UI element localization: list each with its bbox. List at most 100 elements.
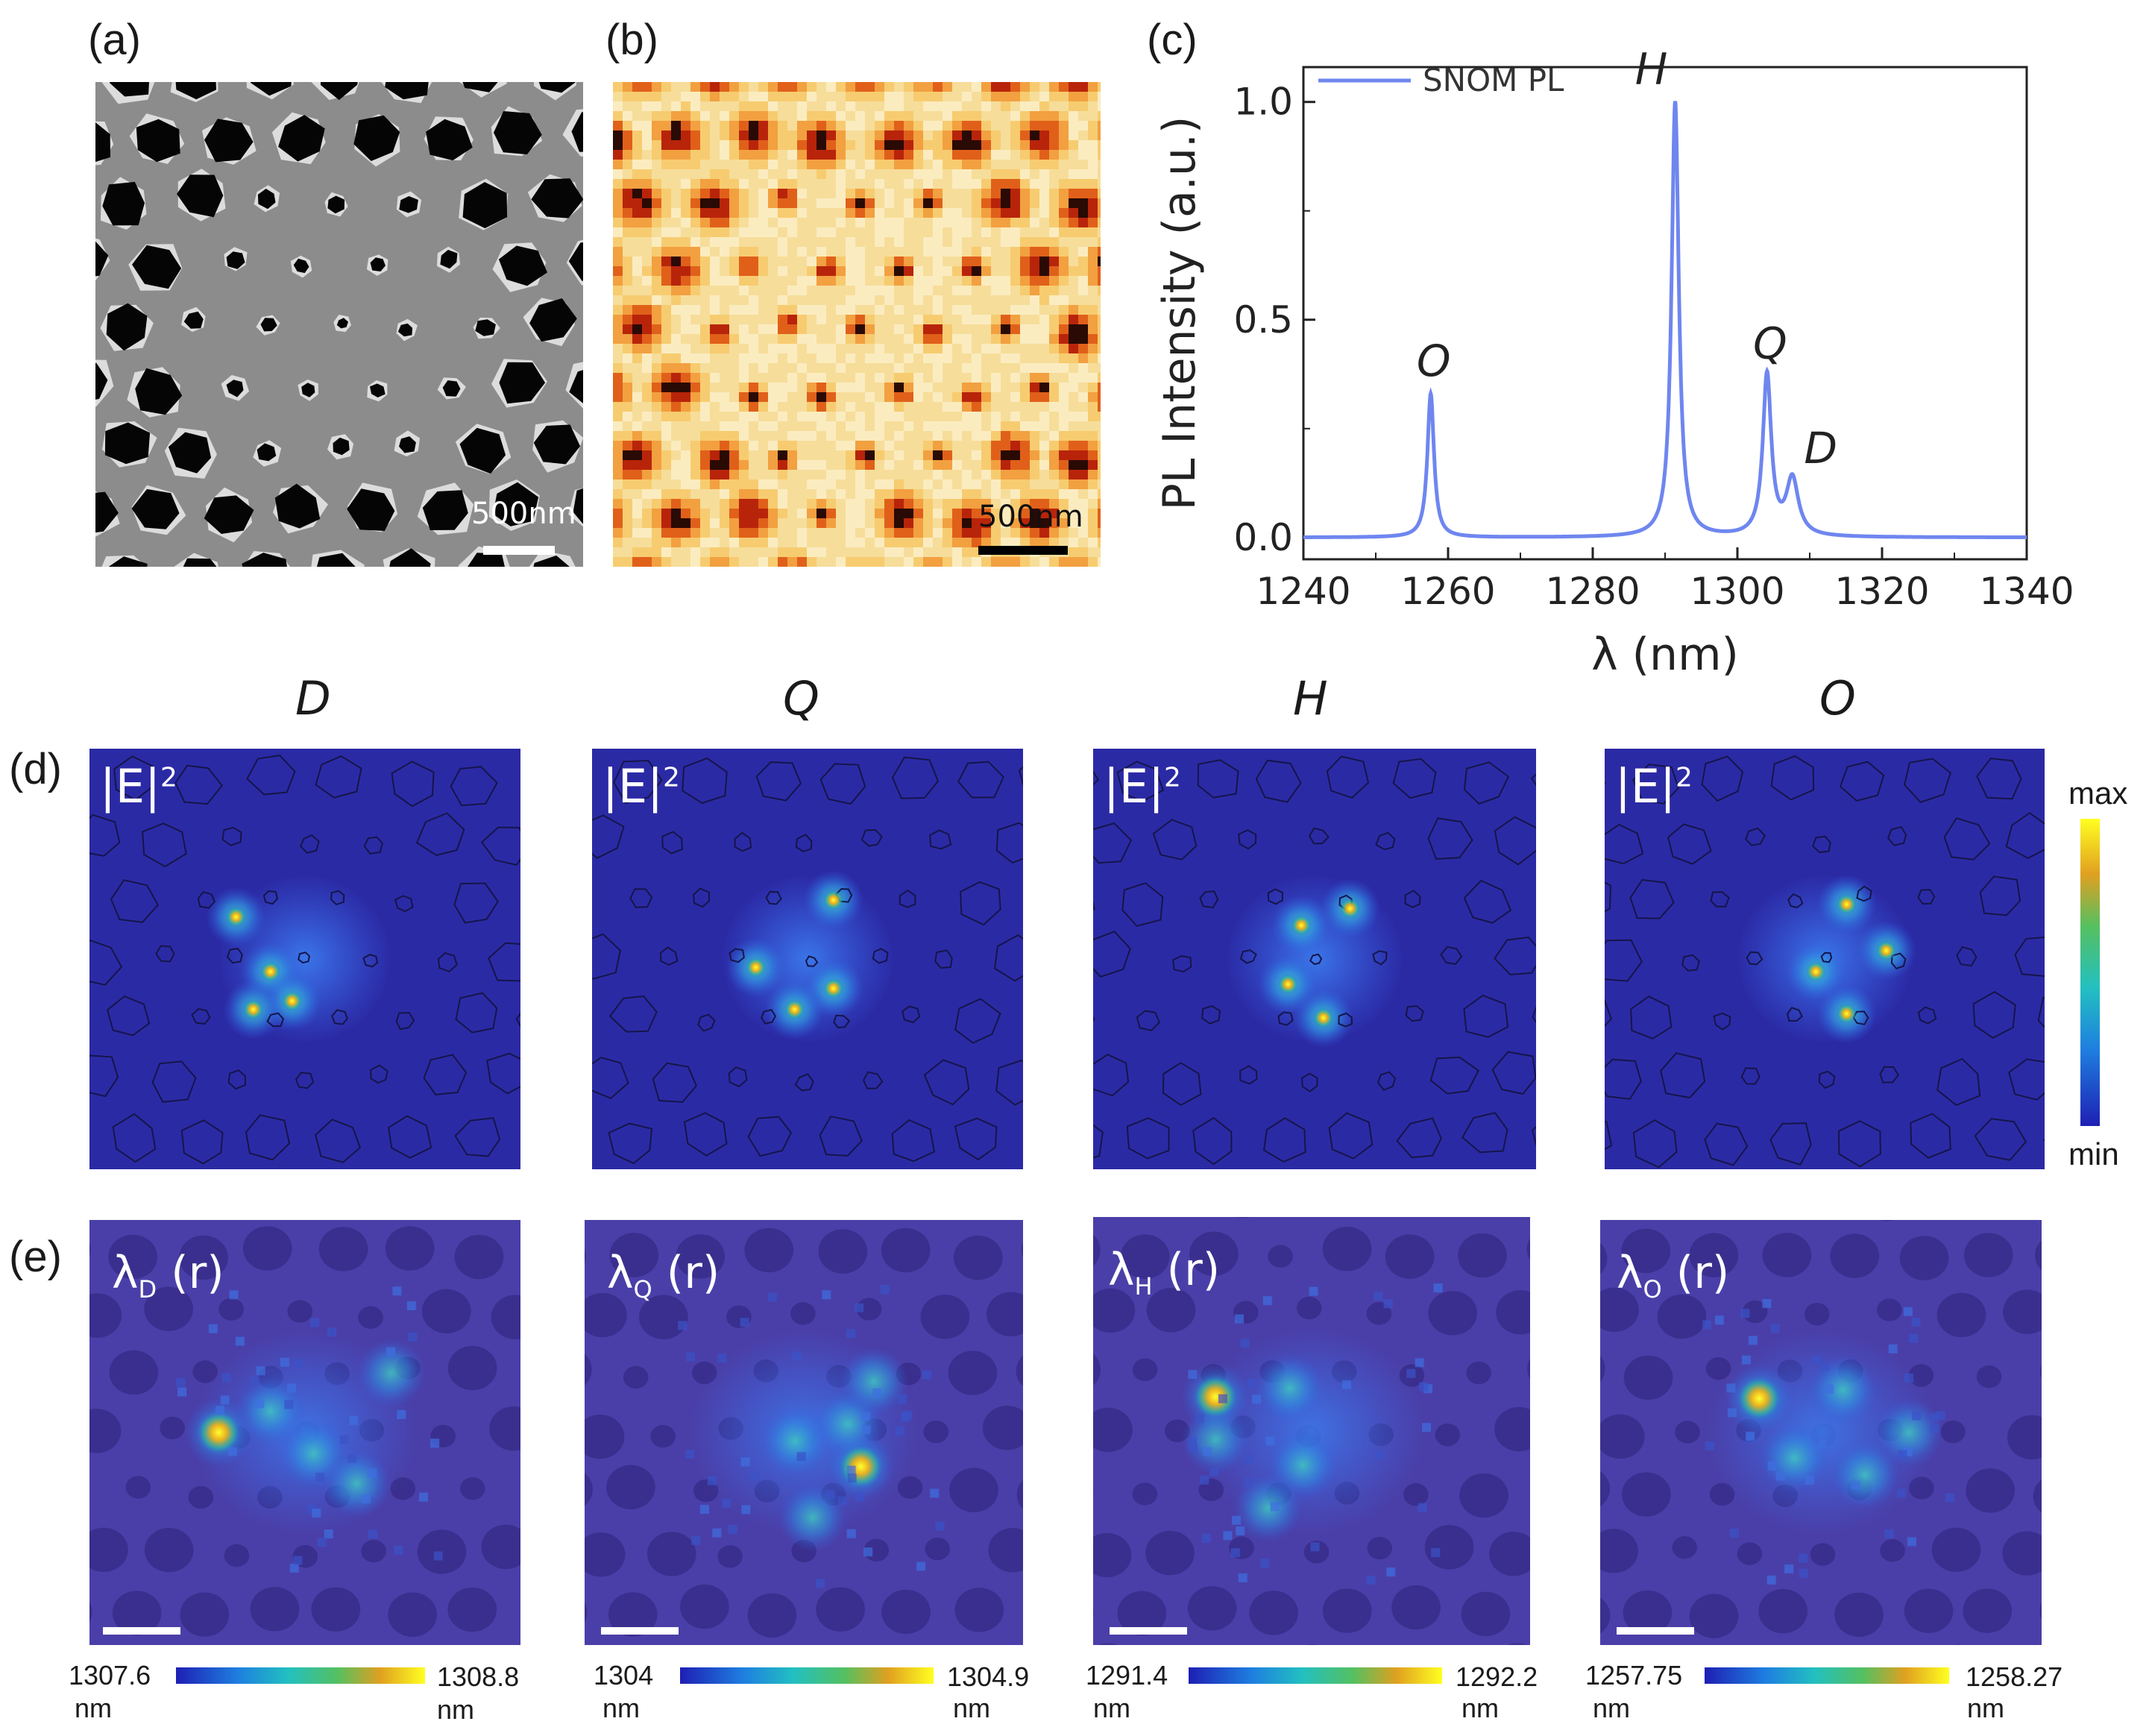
snom-pixel <box>904 179 914 189</box>
map-hole <box>188 1485 214 1509</box>
snom-pixel <box>681 509 691 519</box>
snom-pixel <box>1001 130 1011 141</box>
snom-pixel <box>1001 344 1011 354</box>
snom-pixel <box>913 489 924 500</box>
snom-pixel <box>623 189 633 199</box>
snom-pixel <box>623 82 633 92</box>
snom-pixel <box>865 324 875 335</box>
snom-pixel <box>768 160 778 170</box>
snom-pixel <box>1098 198 1101 209</box>
sem-hole <box>95 491 119 533</box>
map-hole <box>287 1300 313 1323</box>
snom-pixel <box>700 198 711 209</box>
snom-pixel <box>778 373 788 383</box>
snom-pixel <box>884 383 895 393</box>
snom-pixel <box>1098 344 1101 354</box>
map-hole <box>585 1473 593 1506</box>
snom-pixel <box>884 111 895 122</box>
snom-pixel <box>768 538 778 548</box>
field-hole-outline <box>1277 1011 1294 1026</box>
snom-pixel <box>952 479 963 490</box>
snom-pixel <box>991 140 1001 151</box>
field-hole-outline <box>89 1054 119 1098</box>
snom-pixel <box>981 169 992 180</box>
snom-pixel <box>943 257 953 267</box>
snom-pixel <box>875 247 885 257</box>
field-hole-outline <box>995 822 1023 864</box>
snom-pixel <box>1039 460 1050 471</box>
snom-pixel <box>884 257 895 267</box>
snom-pixel <box>913 160 924 170</box>
snom-pixel <box>826 392 837 403</box>
snom-pixel <box>623 431 633 441</box>
snom-pixel <box>817 189 827 199</box>
snom-pixel <box>787 286 798 296</box>
snom-pixel <box>865 257 875 267</box>
map-hole <box>1093 1234 1101 1266</box>
snom-pixel <box>1010 557 1021 567</box>
lambda-map-h: λH (r) <box>1093 1217 1530 1645</box>
snom-pixel <box>1098 538 1101 548</box>
snom-pixel <box>768 412 778 422</box>
snom-pixel <box>623 324 633 335</box>
snom-pixel <box>1088 82 1098 92</box>
snom-pixel <box>923 538 934 548</box>
snom-pixel <box>739 470 749 480</box>
snom-pixel <box>913 460 924 471</box>
snom-pixel <box>913 218 924 228</box>
snom-pixel <box>652 479 662 490</box>
map-hole <box>1236 1217 1250 1218</box>
snom-pixel <box>1049 198 1060 209</box>
snom-pixel <box>1001 111 1011 122</box>
snom-pixel <box>846 92 856 102</box>
snom-pixel <box>632 402 643 412</box>
snom-pixel <box>758 276 769 286</box>
snom-pixel <box>749 324 759 335</box>
snom-pixel <box>613 518 623 529</box>
snom-pixel <box>1088 528 1098 538</box>
snom-pixel <box>690 227 701 238</box>
field-hole-outline <box>1632 764 1680 805</box>
snom-pixel <box>807 208 817 218</box>
snom-pixel <box>904 150 914 160</box>
snom-pixel <box>826 82 837 92</box>
map-hole <box>1689 1594 1739 1638</box>
map-q-cb-unit-max: nm <box>953 1693 991 1723</box>
snom-pixel <box>1039 295 1050 306</box>
field-hole-outline <box>1887 825 1907 846</box>
sem-hole <box>468 553 505 567</box>
snom-pixel <box>710 479 720 490</box>
snom-pixel <box>749 218 759 228</box>
snom-pixel <box>875 169 885 180</box>
snom-pixel <box>865 286 875 296</box>
snom-pixel <box>749 276 759 286</box>
field-hole-outline <box>957 761 1004 799</box>
snom-pixel <box>991 130 1001 141</box>
snom-pixel <box>846 344 856 354</box>
snom-pixel <box>807 489 817 500</box>
snom-pixel <box>787 373 798 383</box>
snom-pixel <box>778 92 788 102</box>
snom-pixel <box>613 460 623 471</box>
snom-pixel <box>690 353 701 364</box>
snom-pixel <box>661 218 672 228</box>
snom-pixel <box>817 92 827 102</box>
snom-pixel <box>768 363 778 374</box>
snom-pixel <box>933 111 943 122</box>
snom-pixel <box>923 499 934 509</box>
snom-pixel <box>1069 208 1079 218</box>
snom-pixel <box>1078 470 1089 480</box>
snom-pixel <box>671 528 682 538</box>
snom-pixel <box>1078 528 1089 538</box>
field-hotspot <box>1291 914 1312 936</box>
snom-pixel <box>923 402 934 412</box>
snom-pixel <box>1049 402 1060 412</box>
snom-pixel <box>613 373 623 383</box>
lambda-map-h-image <box>1093 1217 1530 1645</box>
snom-pixel <box>972 92 982 102</box>
map-pixel <box>837 1496 847 1506</box>
snom-pixel <box>1088 324 1098 335</box>
snom-pixel <box>855 189 866 199</box>
map-hole <box>1963 1588 2013 1633</box>
snom-pixel <box>1010 218 1021 228</box>
